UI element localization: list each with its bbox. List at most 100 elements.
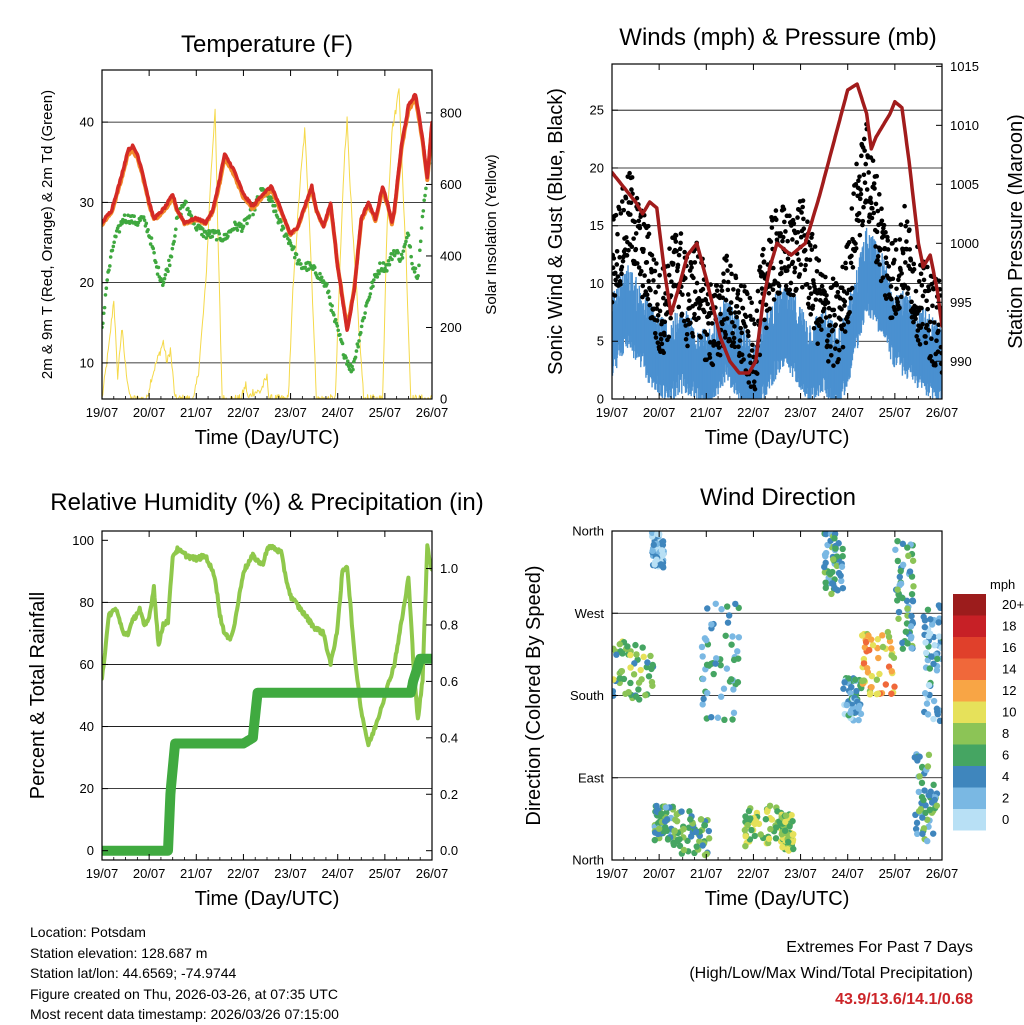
gust-point [675,262,681,268]
dewpoint-point [184,200,189,204]
gust-point [835,289,841,295]
wind-direction-point [908,612,915,620]
wind-direction-point [879,632,886,639]
gust-point [878,246,883,252]
gust-point [720,295,726,301]
gust-point [635,261,640,266]
gust-point [707,352,712,357]
gust-point [909,299,914,305]
dewpoint-point [387,262,392,267]
dewpoint-point [167,258,171,263]
gust-point [848,260,854,266]
wind-direction-point [782,818,789,826]
wind-direction-point [921,617,929,624]
dewpoint-point [210,234,215,239]
direction-ytick-label: North [572,853,604,868]
wind-direction-point [710,670,717,678]
wind-direction-point [664,836,672,843]
gust-point [633,246,639,252]
dewpoint-point [423,193,427,198]
gust-point [803,262,808,268]
gust-point [646,223,651,229]
wind-direction-point [833,562,841,570]
extremes-values: 43.9/13.6/14.1/0.68 [835,991,973,1008]
gust-point [786,264,792,269]
station-pressure-line [612,82,942,375]
gust-point [729,319,735,325]
temperature-xtick-label: 23/07 [274,405,307,420]
dewpoint-point [367,295,372,299]
winds-xtick-label: 26/07 [926,405,959,420]
gust-point [692,311,697,317]
colorbar-label: 20+ [1002,597,1024,612]
gust-point [849,253,854,259]
gust-point [850,265,856,270]
dewpoint-point [356,344,360,349]
gust-point [921,277,927,283]
wind-direction-point [703,850,711,858]
gust-point [680,292,685,297]
gust-point [692,260,698,265]
gust-point [679,311,685,317]
gust-point [853,241,858,246]
gust-point [768,239,774,244]
gust-point [632,219,638,225]
wind-direction-point [713,655,720,662]
colorbar-swatch [953,766,986,788]
wind-direction-point [631,660,638,667]
gust-point [903,260,908,265]
gust-point [729,271,734,277]
wind-direction-point [890,654,898,661]
wind-direction-point [649,682,656,689]
gust-point [653,289,658,295]
gust-point [613,277,618,283]
humidity-xtick-label: 23/07 [274,866,307,881]
wind-direction-point [635,686,642,693]
gust-point [771,297,777,302]
wind-direction-point [904,640,911,647]
wind-direction-point [724,619,732,626]
wind-direction-point [868,636,875,643]
wind-direction-point [908,590,916,598]
colorbar-swatch [953,594,986,616]
gust-point [792,265,798,271]
temperature-xtick-label: 26/07 [416,405,449,420]
humidity-xtick-label: 20/07 [133,866,166,881]
wind-direction-point [839,553,846,560]
wind-direction-point [650,541,657,549]
dewpoint-point [406,233,411,237]
dewpoint-point [285,233,289,238]
dewpoint-point [390,257,394,262]
gust-point [642,273,647,278]
gust-point [759,286,765,291]
gust-point [785,238,790,244]
gust-point [824,293,829,298]
gust-point [899,294,904,300]
wind-direction-point [928,653,935,660]
gust-point [691,275,696,281]
wind-direction-point [645,673,653,680]
humidity-xtick-label: 26/07 [416,866,449,881]
wind-direction-point [789,817,796,825]
direction-xtick-label: 26/07 [926,866,959,881]
gust-point [857,196,863,202]
gust-point [883,296,889,301]
gust-point [741,357,746,362]
station-latlon: Station lat/lon: 44.6569; -74.9744 [30,965,237,981]
gust-point [809,247,815,252]
gust-point [619,271,624,277]
gust-point [819,319,825,324]
gust-point [657,308,663,314]
wind-direction-point [920,796,927,804]
gust-point [885,238,891,243]
gust-point [725,268,730,273]
dewpoint-point [156,265,161,270]
gust-point [897,305,902,311]
gust-point [734,314,739,320]
wind-direction-point [905,552,912,560]
direction-ytick-label: South [570,688,604,703]
gust-point [802,247,808,253]
wind-direction-point [907,635,915,642]
gust-point [655,302,660,307]
wind-direction-point [648,531,656,536]
